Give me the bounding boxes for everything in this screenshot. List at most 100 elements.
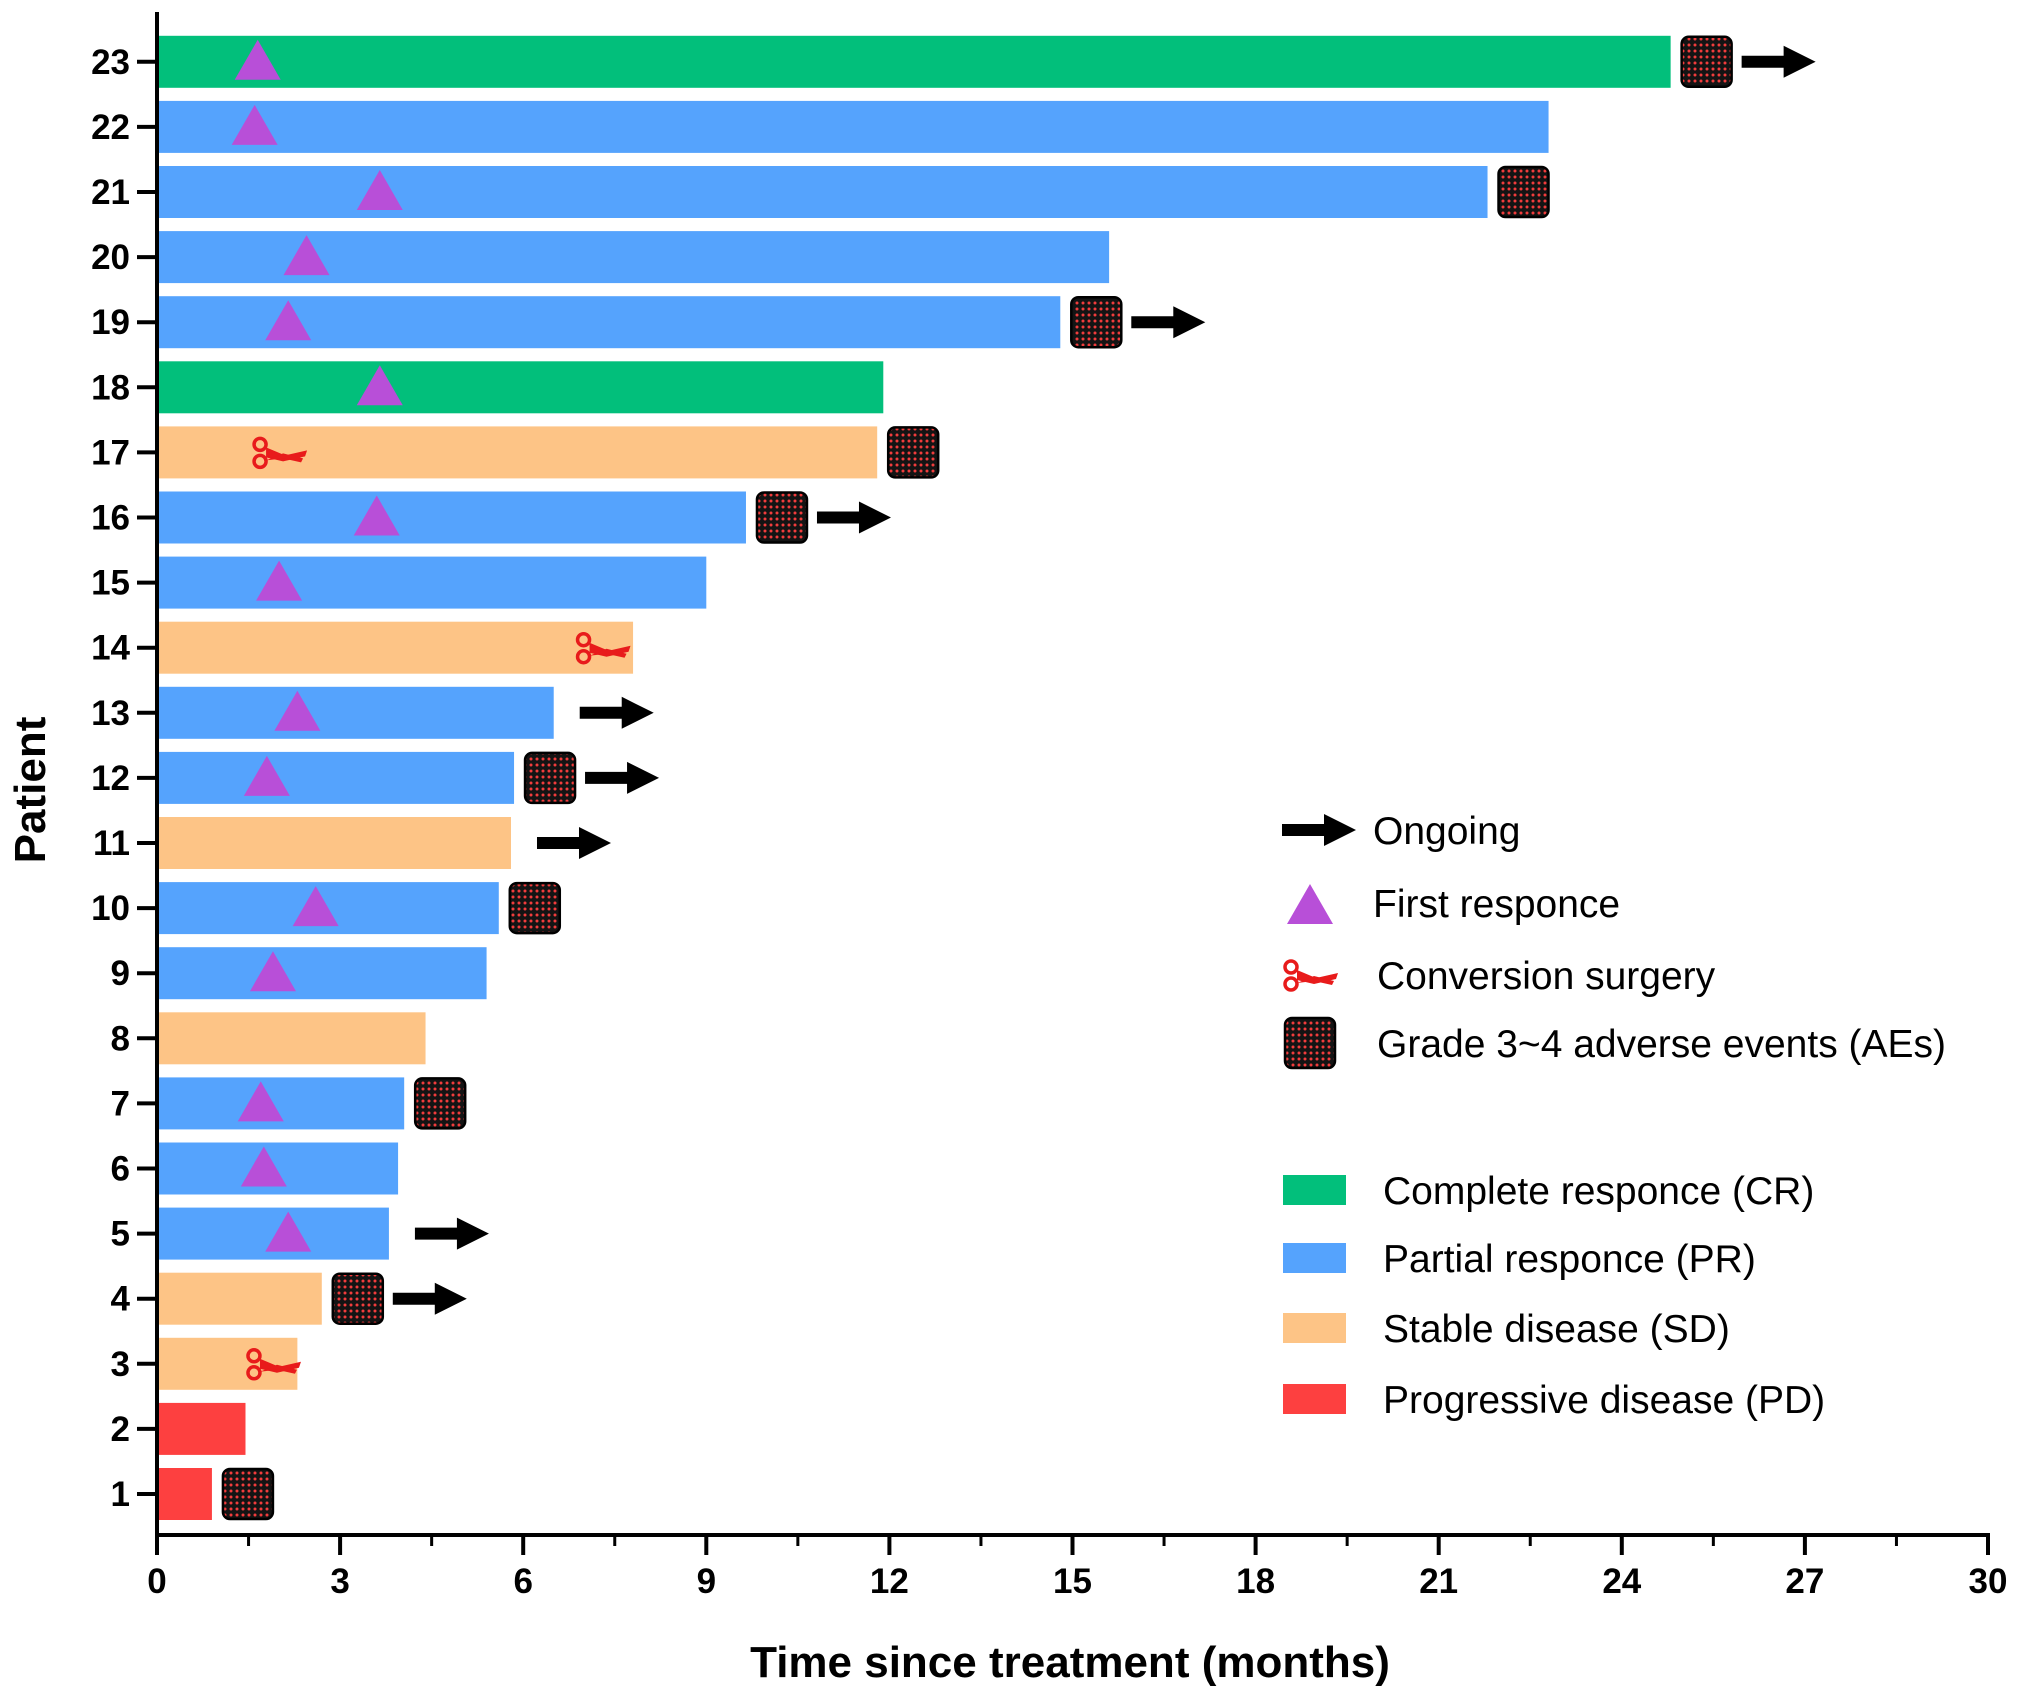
adverse-event-icon [331,1272,385,1325]
y-tick-label: 21 [91,173,130,212]
y-tick-label: 10 [91,889,130,928]
first-response-icon [256,560,303,601]
scissors-blade [259,1364,297,1374]
y-tick-label: 9 [111,954,130,993]
legend-label-SD: Stable disease (SD) [1383,1308,1730,1351]
x-tick-label: 3 [330,1562,349,1601]
first-response-icon [353,495,400,536]
adverse-event-icon [221,1467,275,1521]
y-tick-label: 5 [111,1215,130,1254]
ongoing-arrow-icon [1741,45,1816,78]
ongoing-arrow-icon [579,696,654,729]
y-tick-label: 6 [111,1150,130,1189]
legend-label-ongoing: Ongoing [1373,810,1520,853]
first-response-icon [265,1211,312,1252]
legend-swatch-SD [1283,1313,1346,1343]
legend-ae-icon [1283,1016,1337,1070]
y-axis-title: Patient [6,716,55,863]
legend-swatch-PD [1283,1384,1346,1414]
conversion-surgery-icon [252,436,308,470]
y-tick-label: 20 [91,238,130,277]
scissors-handle [1283,976,1299,992]
adverse-event-icon [886,426,940,479]
legend-ongoing-icon [1282,814,1356,846]
adverse-event-icon [413,1077,467,1130]
first-response-icon [356,170,403,210]
legend-label-PR: Partial responce (PR) [1383,1238,1756,1281]
conversion-surgery-icon [246,1348,301,1381]
legend: Ongoing First responce Conversion surgery G… [1282,810,1946,1422]
scissors-handle [246,1348,262,1364]
legend-label-first_response: First responce [1373,883,1620,926]
legend-first-response-icon [1287,884,1333,924]
scissors-blade [266,453,304,463]
bars-layer [157,35,1671,1520]
y-tick-label: 3 [111,1345,130,1384]
bar-patient-3 [157,1337,298,1390]
bar-patient-2 [157,1402,246,1455]
x-tick-label: 0 [147,1562,166,1601]
scissors-handle [575,631,592,648]
y-tick-label: 15 [91,564,130,603]
ongoing-arrow-icon [585,761,660,794]
bar-patient-1 [157,1468,212,1520]
bar-patient-12 [157,751,515,804]
scissors-blade [1297,976,1334,985]
markers-layer [221,35,1816,1521]
bar-patient-22 [157,100,1549,153]
scissors-handle [252,436,268,453]
y-tick-label: 1 [111,1475,130,1514]
bar-patient-6 [157,1142,399,1195]
y-tick-label: 17 [91,433,130,472]
bar-patient-23 [157,35,1671,88]
scissors-blade [589,648,627,658]
x-tick-label: 15 [1053,1562,1092,1601]
y-tick-label: 23 [91,43,130,82]
first-response-icon [234,39,281,80]
scissors-handle [575,648,592,665]
ongoing-arrow-icon [816,501,891,534]
first-response-icon [243,755,290,796]
scissors-handle [246,1365,262,1381]
ongoing-arrow-icon [414,1217,489,1250]
adverse-event-icon [755,491,809,544]
first-response-icon [237,1081,284,1122]
x-tick-label: 9 [697,1562,716,1601]
bar-patient-4 [157,1272,322,1325]
first-response-icon [283,235,330,276]
y-tick-label: 8 [111,1019,130,1058]
y-tick-label: 4 [111,1280,131,1319]
legend-label-PD: Progressive disease (PD) [1383,1379,1825,1422]
y-tick-label: 16 [91,499,130,538]
legend-label-CR: Complete responce (CR) [1383,1170,1814,1213]
ongoing-arrow-icon [536,827,611,859]
bar-patient-21 [157,166,1488,218]
x-tick-label: 6 [513,1562,532,1601]
x-tick-label: 18 [1236,1562,1275,1601]
bar-patient-14 [157,621,634,674]
x-tick-label: 21 [1419,1562,1458,1601]
conversion-surgery-icon [575,631,631,665]
bar-patient-18 [157,361,884,414]
legend-label-ae: Grade 3~4 adverse events (AEs) [1377,1023,1946,1066]
first-response-icon [292,886,339,927]
y-tick-label: 18 [91,368,130,407]
bar-patient-15 [157,556,707,609]
adverse-event-icon [1497,165,1550,219]
first-response-icon [274,690,321,731]
y-tick-label: 2 [111,1410,130,1449]
x-axis-title: Time since treatment (months) [750,1638,1390,1687]
bar-patient-16 [157,491,746,544]
x-tick-label: 24 [1602,1562,1641,1601]
bar-patient-11 [157,817,511,869]
y-tick-label: 14 [91,629,130,668]
bar-patient-13 [157,686,554,739]
first-response-icon [356,365,403,406]
adverse-event-icon [508,881,562,935]
y-tick-label: 11 [93,824,130,863]
first-response-icon [249,951,296,992]
bar-patient-17 [157,426,878,479]
bar-patient-5 [157,1207,389,1260]
y-tick-label: 7 [111,1084,130,1123]
